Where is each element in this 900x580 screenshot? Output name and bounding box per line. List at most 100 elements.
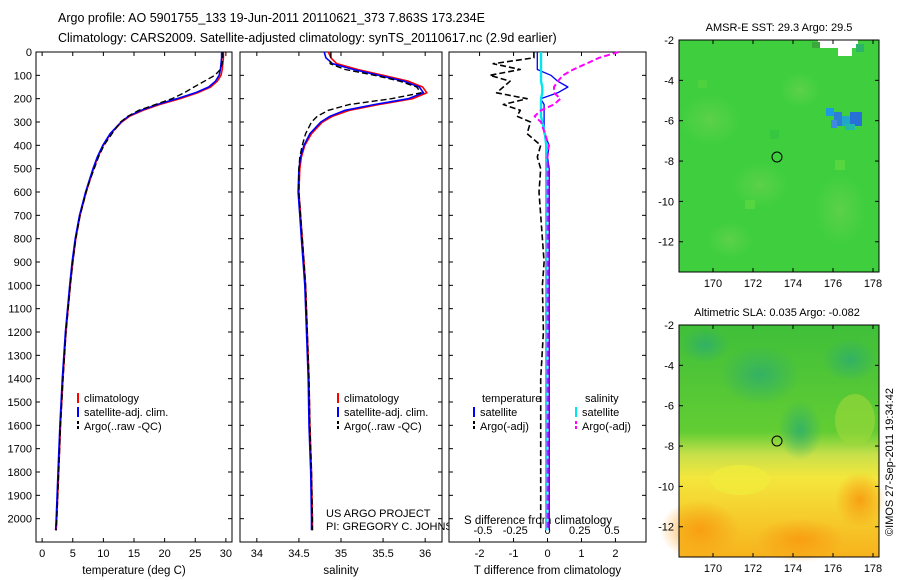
temp-ytick-label: 1100: [8, 304, 32, 316]
diff-s-axis-label: S difference from climatology: [464, 515, 612, 527]
sst-ytick-label: -12: [658, 237, 674, 249]
diff-stick-label: -0.25: [503, 525, 528, 537]
sal-xtick-label: 36: [419, 548, 431, 560]
legend-label-climatology: climatology: [344, 393, 400, 405]
diff-legend-salinity-title: salinity: [585, 393, 619, 405]
sst-xtick-label: 178: [864, 278, 882, 290]
legend-label-t-satellite: satellite: [480, 407, 517, 419]
sla-ytick-label: -10: [658, 481, 674, 493]
sla-argo-marker: [771, 435, 783, 447]
sla-field-texture: [660, 327, 885, 562]
sal-satellite-line: [297, 51, 425, 531]
diff-stick-label: -0.5: [473, 525, 492, 537]
temp-ytick-label: 400: [14, 140, 32, 152]
diff-legend-temperature-title: temperature: [482, 393, 541, 405]
sla-map-panel: Altimetric SLA: 0.035 Argo: -0.082 170 17…: [658, 307, 885, 575]
legend-label-satellite: satellite-adj. clim.: [84, 407, 168, 419]
temp-xtick-label: 5: [70, 548, 76, 560]
temp-ytick-label: 500: [14, 164, 32, 176]
sal-xlabel: salinity: [323, 565, 358, 577]
temp-ytick-label: 800: [14, 234, 32, 246]
temp-xtick-label: 20: [159, 548, 171, 560]
temp-frame: [35, 51, 233, 543]
sst-map-panel: AMSR-E SST: 29.3 Argo: 29.5: [658, 22, 882, 290]
sla-ytick-label: -12: [658, 522, 674, 534]
temp-ytick-label: 1800: [8, 467, 32, 479]
temp-ytick-label: 1700: [8, 444, 32, 456]
diff-xtick-label: 1: [578, 548, 584, 560]
temp-ytick-label: 1900: [8, 490, 32, 502]
sst-xtick-label: 174: [784, 278, 802, 290]
diff-xtick-label: 2: [612, 548, 618, 560]
project-credit: US ARGO PROJECT: [326, 508, 431, 520]
temp-ytick-label: 700: [14, 210, 32, 222]
temp-ytick-label: 900: [14, 257, 32, 269]
temp-xtick-label: 15: [128, 548, 140, 560]
sst-xtick-label: 172: [744, 278, 762, 290]
diff-stick-label: 0.5: [604, 525, 619, 537]
temperature-panel: 0100200300400500600700800900100011001200…: [8, 47, 233, 577]
sla-map-frame: [678, 324, 880, 558]
diff-s-argo-line: [533, 51, 619, 531]
temp-ytick-label: 1000: [8, 280, 32, 292]
sla-xtick-label: 178: [864, 563, 882, 575]
sst-map-title: AMSR-E SST: 29.3 Argo: 29.5: [706, 22, 853, 34]
sst-ytick-label: -2: [664, 35, 674, 47]
sla-xtick-label: 176: [824, 563, 842, 575]
sst-ytick-label: -6: [664, 116, 674, 128]
sal-xtick-label: 34: [251, 548, 263, 560]
sla-xtick-label: 172: [744, 563, 762, 575]
diff-t-argo-line: [488, 52, 545, 531]
sla-ytick-label: -8: [664, 441, 674, 453]
temp-ytick-label: 1300: [8, 350, 32, 362]
sla-ytick-label: -4: [664, 360, 674, 372]
temp-ytick-label: 1200: [8, 327, 32, 339]
sla-xtick-label: 174: [784, 563, 802, 575]
legend-label-t-argo: Argo(-adj): [480, 421, 529, 433]
temp-xtick-label: 0: [39, 548, 45, 560]
sst-ytick-label: -4: [664, 75, 674, 87]
header-title-line1: Argo profile: AO 5901755_133 19-Jun-2011…: [58, 11, 485, 25]
sla-ytick-label: -6: [664, 401, 674, 413]
temp-ytick-label: 1500: [8, 397, 32, 409]
temp-satellite-line: [54, 52, 223, 531]
sst-field-texture: [680, 72, 865, 258]
legend-label-satellite: satellite-adj. clim.: [344, 407, 428, 419]
temp-ytick-label: 600: [14, 187, 32, 199]
legend-label-s-argo: Argo(-adj): [582, 421, 631, 433]
sal-xtick-label: 35: [335, 548, 347, 560]
sst-cool-patch: [826, 108, 862, 130]
temp-ytick-label: 300: [14, 117, 32, 129]
sla-map-title: Altimetric SLA: 0.035 Argo: -0.082: [694, 307, 860, 319]
legend-label-s-satellite: satellite: [582, 407, 619, 419]
temp-ytick-label: 200: [14, 94, 32, 106]
sst-ytick-label: -10: [658, 196, 674, 208]
sst-argo-marker: [771, 151, 783, 163]
sst-map-frame: [678, 39, 880, 273]
temp-ytick-label: 1400: [8, 374, 32, 386]
temp-xtick-label: 30: [220, 548, 232, 560]
temp-ytick-label: 0: [26, 47, 32, 59]
diff-s-satellite-line: [539, 52, 548, 531]
difference-panel: -2 -1 0 1 2 T difference from climatology -0.5…: [448, 51, 647, 577]
sla-map-ticks: 170 172 174 176 178 -2 -4 -6 -8 -10 -12: [658, 320, 882, 575]
sal-frame: [239, 51, 443, 543]
sal-xtick-label: 34.5: [288, 548, 309, 560]
sal-xtick-label: 35.5: [372, 548, 393, 560]
diff-xtick-label: -1: [509, 548, 519, 560]
sst-ytick-label: -8: [664, 156, 674, 168]
legend-label-argo: Argo(..raw -QC): [344, 421, 422, 433]
temp-xtick-label: 25: [189, 548, 201, 560]
temp-xtick-label: 10: [97, 548, 109, 560]
diff-xtick-label: 0: [544, 548, 550, 560]
sst-map-ticks: 170 172 174 176 178 -2 -4 -6 -8 -10 -12: [658, 35, 882, 290]
imos-credit: ©IMOS 27-Sep-2011 19:34:42: [884, 388, 896, 536]
temp-xlabel: temperature (deg C): [82, 565, 186, 577]
sla-xtick-label: 170: [704, 563, 722, 575]
pi-credit: PI: GREGORY C. JOHNSON: [326, 521, 469, 533]
temp-ytick-label: 2000: [8, 514, 32, 526]
temp-ytick-label: 1600: [8, 420, 32, 432]
diff-xtick-label: -2: [475, 548, 485, 560]
header-title-line2: Climatology: CARS2009. Satellite-adjuste…: [58, 31, 557, 45]
